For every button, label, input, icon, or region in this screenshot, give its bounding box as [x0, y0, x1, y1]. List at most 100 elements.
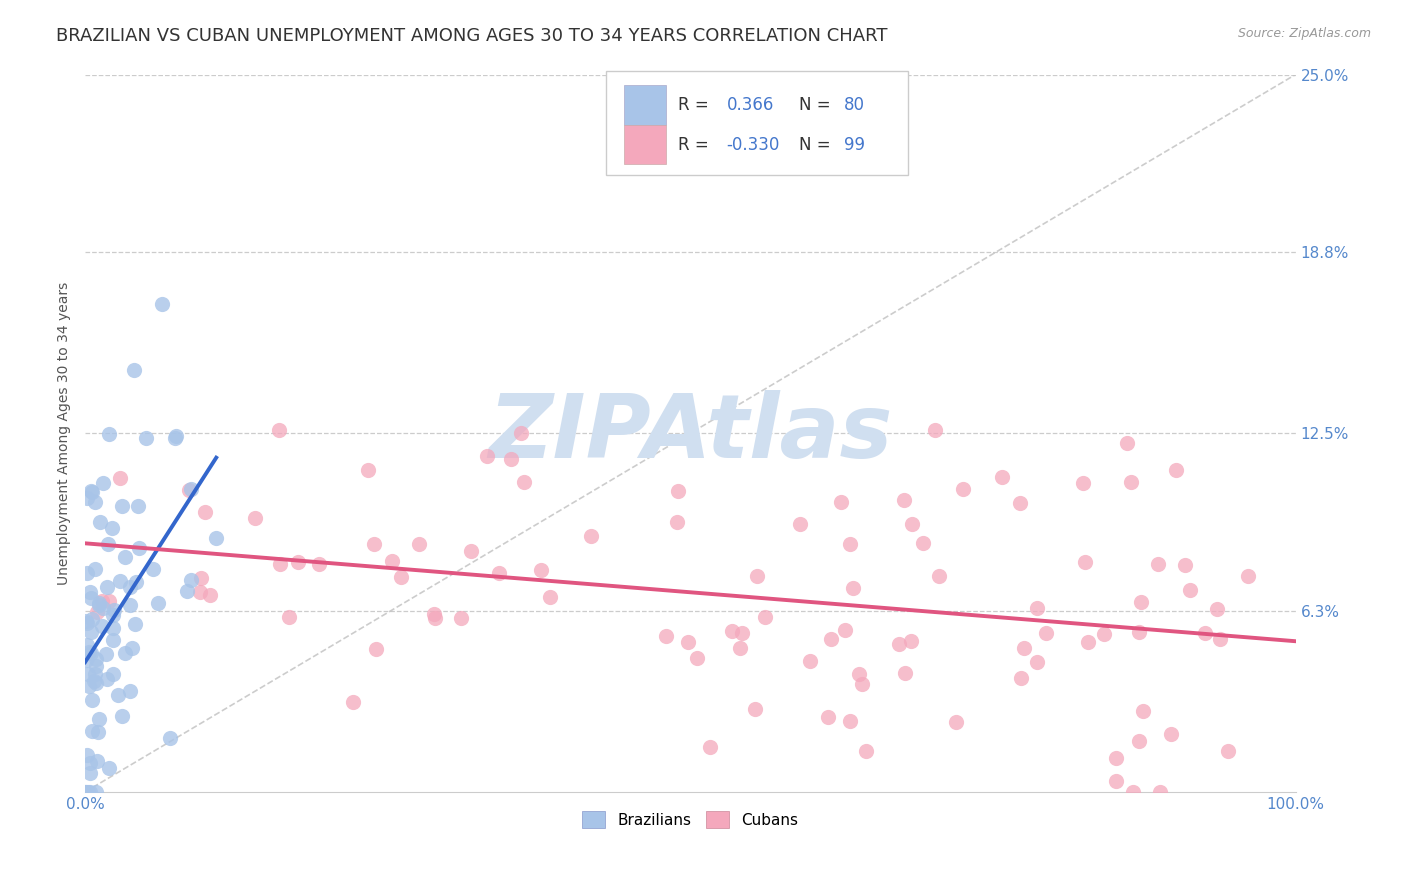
Point: [77, 679, 100, 693]
Point: [150, 297, 173, 311]
Point: [889, 636, 911, 650]
Point: [190, 571, 212, 585]
Point: [1160, 727, 1182, 741]
Point: [91, 600, 114, 615]
Point: [924, 423, 946, 437]
Point: [851, 677, 873, 691]
Point: [1164, 462, 1187, 476]
Point: [76, 615, 98, 630]
Point: [665, 515, 688, 529]
Point: [84, 785, 107, 799]
Text: 99: 99: [844, 136, 865, 153]
Point: [381, 554, 404, 568]
Point: [1035, 626, 1057, 640]
Point: [1012, 640, 1035, 655]
Point: [97, 761, 120, 775]
Point: [475, 449, 498, 463]
Point: [76, 566, 98, 581]
Point: [1119, 475, 1142, 489]
Point: [389, 570, 412, 584]
Point: [678, 635, 700, 649]
Point: [165, 429, 187, 443]
Point: [96, 673, 118, 687]
Point: [423, 611, 446, 625]
Point: [841, 581, 863, 595]
Point: [198, 588, 221, 602]
Point: [1025, 656, 1047, 670]
Point: [1178, 582, 1201, 597]
Point: [269, 557, 291, 571]
Point: [87, 725, 110, 739]
Point: [509, 426, 531, 441]
Point: [84, 495, 107, 509]
Point: [176, 584, 198, 599]
Point: [1010, 671, 1032, 685]
Point: [77, 645, 100, 659]
FancyBboxPatch shape: [624, 125, 666, 164]
Point: [789, 517, 811, 532]
Point: [76, 666, 98, 681]
Point: [839, 537, 862, 551]
Point: [1149, 785, 1171, 799]
Point: [730, 626, 752, 640]
Point: [900, 633, 922, 648]
Point: [830, 495, 852, 509]
Point: [894, 665, 917, 680]
Point: [80, 483, 103, 498]
Text: -0.330: -0.330: [727, 136, 780, 153]
Point: [97, 537, 120, 551]
Point: [76, 748, 98, 763]
Point: [75, 785, 97, 799]
Point: [120, 598, 142, 612]
Point: [159, 731, 181, 745]
Point: [79, 785, 101, 799]
Point: [655, 629, 678, 643]
Point: [111, 708, 134, 723]
Point: [180, 482, 202, 496]
Point: [75, 614, 97, 628]
Point: [86, 606, 108, 620]
FancyBboxPatch shape: [624, 86, 666, 125]
Point: [1092, 627, 1115, 641]
Text: R =: R =: [678, 96, 709, 114]
Point: [820, 632, 842, 646]
Point: [817, 710, 839, 724]
Point: [142, 562, 165, 576]
Point: [1209, 632, 1232, 647]
Point: [103, 603, 125, 617]
Point: [408, 537, 430, 551]
Point: [1128, 734, 1150, 748]
Point: [80, 625, 103, 640]
Point: [460, 543, 482, 558]
Point: [357, 463, 380, 477]
Point: [79, 765, 101, 780]
Point: [363, 537, 385, 551]
Point: [114, 549, 136, 564]
Point: [127, 499, 149, 513]
Point: [107, 688, 129, 702]
Point: [80, 591, 103, 606]
Point: [79, 756, 101, 771]
Point: [1116, 436, 1139, 450]
Point: [80, 611, 103, 625]
Point: [84, 676, 107, 690]
Point: [179, 483, 201, 497]
Point: [287, 555, 309, 569]
Point: [80, 724, 103, 739]
Point: [366, 642, 388, 657]
Point: [1174, 558, 1197, 572]
Point: [699, 739, 721, 754]
Point: [80, 647, 103, 661]
Text: 80: 80: [844, 96, 865, 114]
Point: [450, 611, 472, 625]
Point: [1026, 601, 1049, 615]
Point: [118, 581, 141, 595]
Point: [488, 566, 510, 581]
Point: [82, 485, 104, 500]
FancyBboxPatch shape: [606, 71, 908, 175]
Point: [98, 427, 121, 442]
Point: [98, 593, 121, 607]
Point: [855, 743, 877, 757]
Point: [744, 702, 766, 716]
Text: R =: R =: [678, 136, 709, 153]
